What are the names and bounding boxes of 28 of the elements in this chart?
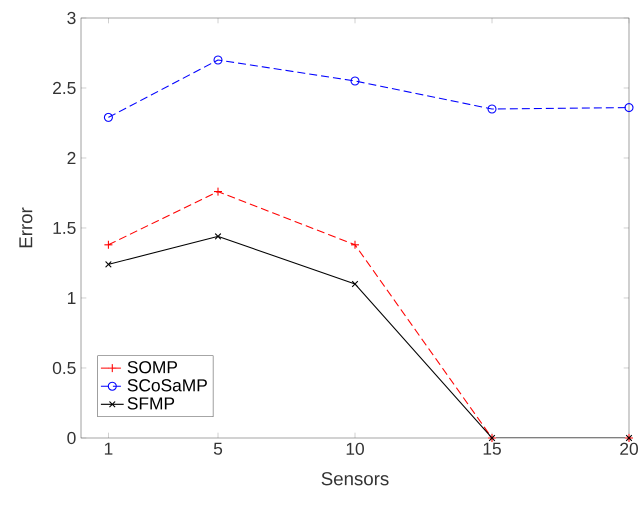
y-tick-label: 0.5 [52,362,76,374]
point [350,240,360,250]
y-tick-label: 2.5 [53,82,76,94]
x-tick-label: 1 [104,442,112,455]
point [213,187,223,196]
y-tick-label: 2 [68,152,76,164]
y-axis-title: Error [19,208,32,248]
x-tick-label: 10 [346,442,364,455]
legend-label: SOMP [128,361,177,374]
legend-label: SCoSaMP [128,379,207,392]
x-tick-label: 20 [620,442,638,455]
y-tick-label: 1 [68,292,76,304]
point [352,280,358,288]
point [624,103,634,112]
legend-label: SFMP [128,397,174,410]
point [104,240,113,250]
point [487,104,497,114]
point [214,233,222,240]
x-axis-title: Sensors [322,472,389,486]
y-tick-label: 0 [67,432,76,444]
point [104,112,113,122]
y-tick-label: 1.5 [54,222,76,234]
point [350,76,360,86]
point [213,55,223,65]
x-tick-label: 5 [214,442,222,455]
x-tick-label: 15 [484,442,501,455]
point [105,261,112,268]
y-tick-label: 3 [67,12,76,24]
